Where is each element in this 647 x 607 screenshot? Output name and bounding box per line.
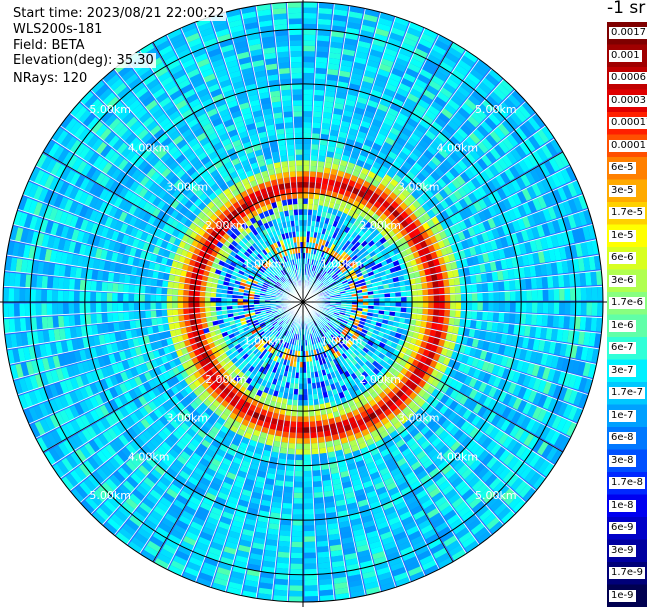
azimuth-spoke xyxy=(42,301,304,453)
colorbar-tick-label: 1.7e-6 xyxy=(609,297,646,310)
nrays-label: NRays: 120 xyxy=(11,71,90,86)
ring-label: 4.00km xyxy=(436,450,478,463)
colorbar-tick-label: 1.7e-7 xyxy=(609,387,646,400)
colorbar-tick-label: 3e-9 xyxy=(609,544,636,557)
azimuth-spoke xyxy=(152,301,304,563)
colorbar-tick-label: 1e-6 xyxy=(609,319,636,332)
colorbar-tick-label: 1e-7 xyxy=(609,409,636,422)
ring-label: 1.00km xyxy=(321,335,363,348)
colorbar-tick-label: 1.7e-9 xyxy=(609,567,646,580)
colorbar-tick-label: 3e-5 xyxy=(609,184,636,197)
ring-label: 5.00km xyxy=(89,489,131,502)
ring-label: 4.00km xyxy=(436,142,478,155)
colorbar-tick-label: 6e-5 xyxy=(609,162,636,175)
ring-label: 1.00km xyxy=(244,335,286,348)
ring-label: 4.00km xyxy=(128,142,170,155)
colorbar-tick-label: 6e-6 xyxy=(609,252,636,265)
colorbar-tick-label: 1.7e-8 xyxy=(609,477,646,490)
azimuth-spoke xyxy=(302,301,454,563)
ring-label: 5.00km xyxy=(89,103,131,116)
azimuth-spoke xyxy=(42,151,304,303)
colorbar-tick-label: 0.00017 xyxy=(609,117,647,130)
ring-label: 5.00km xyxy=(475,489,517,502)
colorbar-tick-label: 1.7e-5 xyxy=(609,207,646,220)
colorbar-tick-label: 3e-8 xyxy=(609,454,636,467)
colorbar-tick-label: 1e-5 xyxy=(609,229,636,242)
colorbar-tick-label: 6e-7 xyxy=(609,342,636,355)
colorbar-tick-label: 0.0006 xyxy=(609,72,647,85)
ring-label: 3.00km xyxy=(167,412,209,425)
colorbar xyxy=(607,22,647,607)
colorbar-tick-label: 0.0003 xyxy=(609,94,647,107)
field-label: Field: BETA xyxy=(11,38,87,53)
azimuth-spoke xyxy=(152,41,304,303)
colorbar-tick-label: 6e-9 xyxy=(609,522,636,535)
colorbar-tick-label: 0.001 xyxy=(609,49,642,62)
ring-label: 5.00km xyxy=(475,103,517,116)
ring-label: 4.00km xyxy=(128,450,170,463)
ring-label: 3.00km xyxy=(167,180,209,193)
start-time-label: Start time: 2023/08/21 22:00:22 xyxy=(11,6,227,21)
azimuth-spoke xyxy=(302,151,564,303)
colorbar-tick-label: 0.0017 xyxy=(609,27,647,40)
colorbar-tick-label: 1e-8 xyxy=(609,499,636,512)
ring-label: 3.00km xyxy=(398,412,440,425)
colorbar-tick-label: 3e-6 xyxy=(609,274,636,287)
colorbar-tick-label: 1e-9 xyxy=(609,589,636,602)
colorbar-tick-label: 3e-7 xyxy=(609,364,636,377)
azimuth-spoke xyxy=(302,41,454,303)
ring-label: 1.00km xyxy=(321,257,363,270)
ring-label: 2.00km xyxy=(359,373,401,386)
colorbar-tick-label: 6e-8 xyxy=(609,432,636,445)
colorbar-unit: -1 sr xyxy=(607,0,646,18)
ring-label: 2.00km xyxy=(205,373,247,386)
ring-label: 2.00km xyxy=(205,219,247,232)
ring-label: 3.00km xyxy=(398,180,440,193)
azimuth-spoke xyxy=(302,301,564,453)
colorbar-tick-label: 0.0001 xyxy=(609,139,647,152)
ring-label: 1.00km xyxy=(244,257,286,270)
polar-ppi-chart: 1.00km 1.00km 1.00km 1.00km 2.00km 2.00km 2.00… xyxy=(0,0,607,607)
device-label: WLS200s-181 xyxy=(11,22,105,37)
ring-label: 2.00km xyxy=(359,219,401,232)
elevation-label: Elevation(deg): 35.30 xyxy=(11,53,156,68)
